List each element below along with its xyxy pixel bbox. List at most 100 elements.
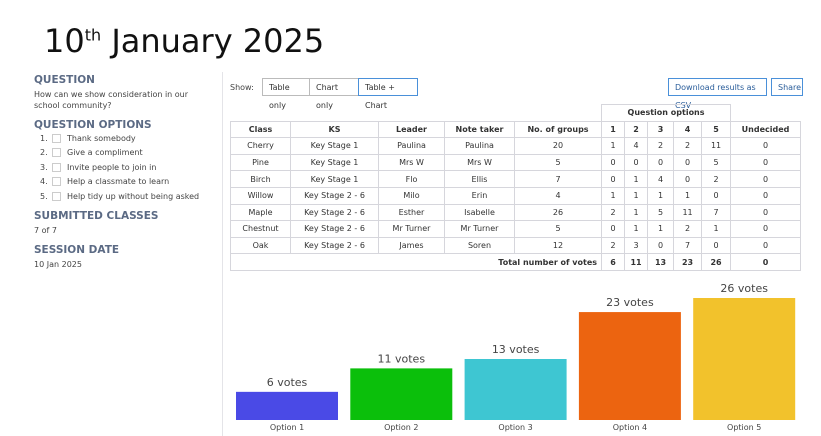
table-cell: 1 [701, 220, 732, 238]
total-row: Total number of votes 6 11 13 23 26 0 [229, 253, 802, 271]
table-cell: James [378, 236, 445, 255]
table-cell: 0 [730, 170, 802, 188]
option-icon [52, 148, 61, 158]
table: Question options Class KS Leader Note taker N… [229, 104, 802, 271]
value-label: 6 votes [267, 376, 308, 389]
show-label: Show: [230, 83, 254, 92]
table-cell: Key Stage 2 - 6 [290, 186, 379, 205]
share-button[interactable]: Share [771, 78, 803, 96]
section-heading: QUESTION [34, 74, 95, 86]
table-cell: 12 [513, 236, 603, 255]
table-cell: Esther [378, 203, 445, 222]
table-cell: Key Stage 2 - 6 [290, 236, 379, 255]
section-text: 7 of 7 [34, 225, 57, 235]
section-heading: SESSION DATE [34, 243, 120, 256]
title-suffix: th [84, 25, 102, 45]
option-icon [52, 133, 61, 143]
bar [578, 312, 681, 420]
option-number: 5. [40, 191, 48, 201]
table-cell: Key Stage 1 [290, 137, 379, 155]
table-cell: 0 [701, 236, 732, 255]
column-header: 3 [647, 120, 675, 139]
table-cell: 7 [673, 236, 703, 255]
sidebar: QUESTION How can we show consideration in… [34, 74, 214, 270]
table-cell: Mr Turner [444, 220, 515, 238]
x-tick-label: Option 2 [384, 423, 418, 432]
column-header: 1 [601, 120, 626, 139]
option-item: 4. Help a classmate to learn [40, 175, 214, 190]
bar [464, 359, 567, 420]
table-cell: 1 [601, 137, 626, 155]
table-cell: Mrs W [444, 153, 515, 172]
table-cell: 0 [730, 236, 802, 255]
table-cell: Pine [230, 153, 291, 172]
table-cell: 11 [701, 137, 732, 155]
table-cell: Maple [230, 203, 291, 222]
view-button[interactable]: Chart only [309, 78, 359, 110]
column-header: No. of groups [513, 120, 603, 139]
table-row: Birch Key Stage 1 Flo Ellis 7 0 1 4 0 2 0 [230, 170, 802, 188]
table-cell: 2 [673, 220, 703, 238]
table-cell: Flo [378, 170, 445, 188]
table-cell: 0 [647, 236, 675, 255]
table-cell: Mr Turner [378, 220, 445, 238]
table-cell: Birch [230, 170, 291, 188]
value-label: 23 votes [606, 296, 654, 309]
table-cell: Chestnut [230, 220, 291, 238]
column-header: Note taker [444, 120, 515, 139]
option-icon [52, 191, 61, 201]
page-title: 10th January 2025 [44, 22, 324, 60]
table-cell: Paulina [444, 137, 515, 155]
option-text: Thank somebody [67, 133, 136, 143]
table-cell: 0 [730, 137, 802, 155]
table-cell: Milo [378, 186, 445, 205]
total-cell: 26 [701, 253, 732, 271]
table-cell: Isabelle [444, 203, 515, 222]
table-row: Cherry Key Stage 1 Paulina Paulina 20 1 4 2 2 11 0 [230, 137, 802, 155]
value-label: 11 votes [378, 352, 426, 365]
table-row: Maple Key Stage 2 - 6 Esther Isabelle 26 2 1 5 1… [230, 203, 802, 222]
table-cell: 1 [624, 170, 649, 188]
option-item: 1. Thank somebody [40, 131, 214, 146]
table-row: Chestnut Key Stage 2 - 6 Mr Turner Mr Turne… [230, 220, 802, 238]
table-cell: 20 [513, 137, 603, 155]
option-text: Give a compliment [67, 148, 143, 158]
table-cell: 0 [673, 153, 703, 172]
total-cell: 11 [624, 253, 649, 271]
download-button[interactable]: Download results as CSV [668, 78, 767, 110]
view-button[interactable]: Table only [262, 78, 310, 110]
spacer [731, 105, 801, 122]
table-cell: Key Stage 1 [290, 170, 379, 188]
option-number: 2. [40, 148, 48, 158]
table-cell: 0 [730, 186, 802, 205]
total-label: Total number of votes [229, 253, 603, 271]
table-cell: 0 [601, 153, 626, 172]
table-cell: 0 [730, 153, 802, 172]
total-cell: 13 [647, 253, 675, 271]
bar [236, 391, 338, 420]
table-cell: Paulina [378, 137, 445, 155]
results-table: Question options Class KS Leader Note taker N… [229, 104, 802, 271]
option-number: 1. [40, 133, 48, 143]
option-text: Help tidy up without being asked [67, 191, 200, 201]
group-row: Question options [231, 104, 801, 122]
table-cell: 5 [647, 203, 675, 222]
table-cell: Key Stage 1 [290, 153, 379, 172]
view-button[interactable]: Table + Chart [358, 78, 418, 110]
option-icon [52, 162, 61, 172]
x-tick-label: Option 1 [270, 423, 304, 432]
column-header: 2 [624, 120, 649, 139]
table-cell: Key Stage 2 - 6 [290, 203, 379, 222]
section-heading: QUESTION OPTIONS [34, 119, 152, 131]
table-cell: 5 [513, 220, 603, 238]
table-cell: 1 [624, 186, 649, 205]
table-cell: 0 [701, 186, 732, 205]
table-cell: 2 [701, 170, 732, 188]
table-cell: 5 [701, 153, 732, 172]
column-header: Undecided [730, 120, 802, 139]
option-text: Help a classmate to learn [67, 177, 170, 187]
column-header: KS [290, 120, 379, 139]
option-item: 5. Help tidy up without being asked [40, 189, 214, 204]
table-cell: 2 [601, 203, 626, 222]
